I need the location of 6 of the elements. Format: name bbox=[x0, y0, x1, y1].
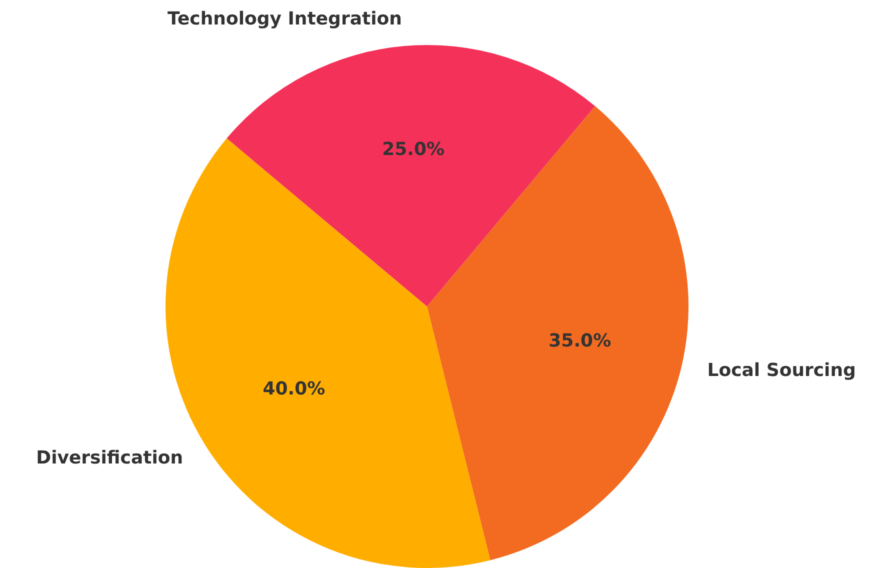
slice-label: Technology Integration bbox=[168, 8, 402, 30]
slice-label: Diversification bbox=[36, 448, 184, 469]
data-label: 40.0% bbox=[262, 378, 326, 400]
slice-label: Local Sourcing bbox=[707, 360, 856, 381]
data-label: 35.0% bbox=[548, 330, 612, 352]
data-label: 25.0% bbox=[382, 138, 445, 160]
